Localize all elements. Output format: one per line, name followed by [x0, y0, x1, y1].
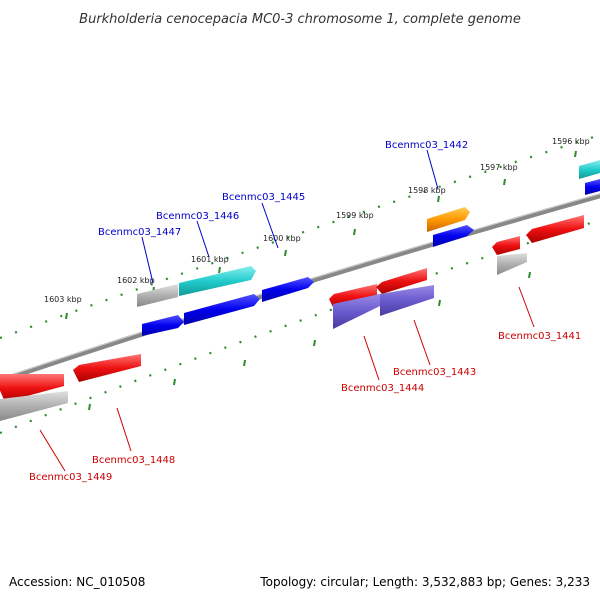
- major-tick: [88, 403, 91, 411]
- scale-label: 1599 kbp: [336, 211, 374, 220]
- scale-label: 1601 kbp: [191, 255, 229, 264]
- gene-arrow-cyan[interactable]: [579, 160, 600, 179]
- major-tick: [437, 195, 440, 203]
- gene-label-bottom[interactable]: Bcenmc03_1448: [92, 455, 175, 466]
- upper-tick-track: [0, 133, 600, 340]
- gene-arrow-blue[interactable]: [433, 225, 474, 247]
- gene-arrow-blue[interactable]: [142, 315, 184, 336]
- gene-label-top[interactable]: Bcenmc03_1445: [222, 192, 305, 203]
- major-tick: [503, 178, 506, 186]
- gene-arrow-grey[interactable]: [137, 284, 178, 307]
- bottom-leader-lines: [39, 286, 535, 472]
- leader-line: [261, 202, 279, 249]
- gene-label-bottom[interactable]: Bcenmc03_1441: [498, 331, 581, 342]
- gene-arrow-red[interactable]: [492, 236, 520, 255]
- scale-label: 1597 kbp: [480, 163, 518, 172]
- leader-line: [39, 429, 66, 472]
- gene-arrow-blue[interactable]: [262, 277, 314, 302]
- gene-arrow-blue[interactable]: [585, 179, 600, 195]
- map-title: Burkholderia cenocepacia MC0-3 chromosom…: [79, 12, 521, 27]
- major-tick: [65, 312, 68, 320]
- gene-arrow-orange[interactable]: [427, 207, 470, 232]
- gene-arrow-grey[interactable]: [497, 253, 527, 275]
- major-tick: [243, 359, 246, 367]
- major-tick: [438, 299, 441, 307]
- gene-arrow-red[interactable]: [0, 374, 64, 402]
- gene-label-bottom[interactable]: Bcenmc03_1443: [393, 367, 476, 378]
- gene-label-top[interactable]: Bcenmc03_1442: [385, 140, 468, 151]
- major-tick: [284, 249, 287, 257]
- gene-arrows-upper: [137, 160, 600, 336]
- gene-arrow-red[interactable]: [73, 354, 141, 382]
- leader-line: [141, 236, 154, 284]
- leader-line: [426, 149, 439, 190]
- scale-label: 1603 kbp: [44, 295, 82, 304]
- scale-label: 1598 kbp: [408, 186, 446, 195]
- major-tick: [218, 266, 221, 274]
- leader-line: [196, 220, 210, 258]
- gene-label-bottom[interactable]: Bcenmc03_1449: [29, 472, 112, 483]
- top-leader-lines: [141, 149, 439, 284]
- scale-label: 1596 kbp: [552, 137, 590, 146]
- gene-arrow-red[interactable]: [526, 215, 584, 243]
- gene-arrow-purple[interactable]: [333, 294, 380, 329]
- leader-line: [116, 407, 132, 452]
- gene-arrows-lower: [0, 215, 584, 421]
- gene-label-bottom[interactable]: Bcenmc03_1444: [341, 383, 424, 394]
- major-tick: [173, 378, 176, 386]
- scale-label: 1602 kbp: [117, 276, 155, 285]
- genome-summary-text: Topology: circular; Length: 3,532,883 bp…: [259, 575, 590, 589]
- lower-tick-track: [0, 218, 600, 435]
- gene-arrow-purple[interactable]: [380, 285, 434, 316]
- major-tick: [353, 228, 356, 236]
- scale-label: 1600 kbp: [263, 234, 301, 243]
- leader-line: [363, 335, 380, 381]
- major-tick: [313, 339, 316, 347]
- gene-arrow-blue[interactable]: [184, 294, 260, 325]
- gene-arrow-red[interactable]: [376, 268, 427, 294]
- major-tick: [574, 150, 577, 158]
- gene-label-top[interactable]: Bcenmc03_1446: [156, 211, 239, 222]
- lower-major-ticks: [88, 271, 531, 411]
- gene-arrow-grey[interactable]: [0, 391, 68, 421]
- gene-arrow-cyan[interactable]: [179, 266, 256, 296]
- accession-text: Accession: NC_010508: [9, 575, 145, 589]
- gene-label-top[interactable]: Bcenmc03_1447: [98, 227, 181, 238]
- major-tick: [528, 271, 531, 279]
- leader-line: [518, 286, 535, 328]
- leader-line: [413, 319, 431, 366]
